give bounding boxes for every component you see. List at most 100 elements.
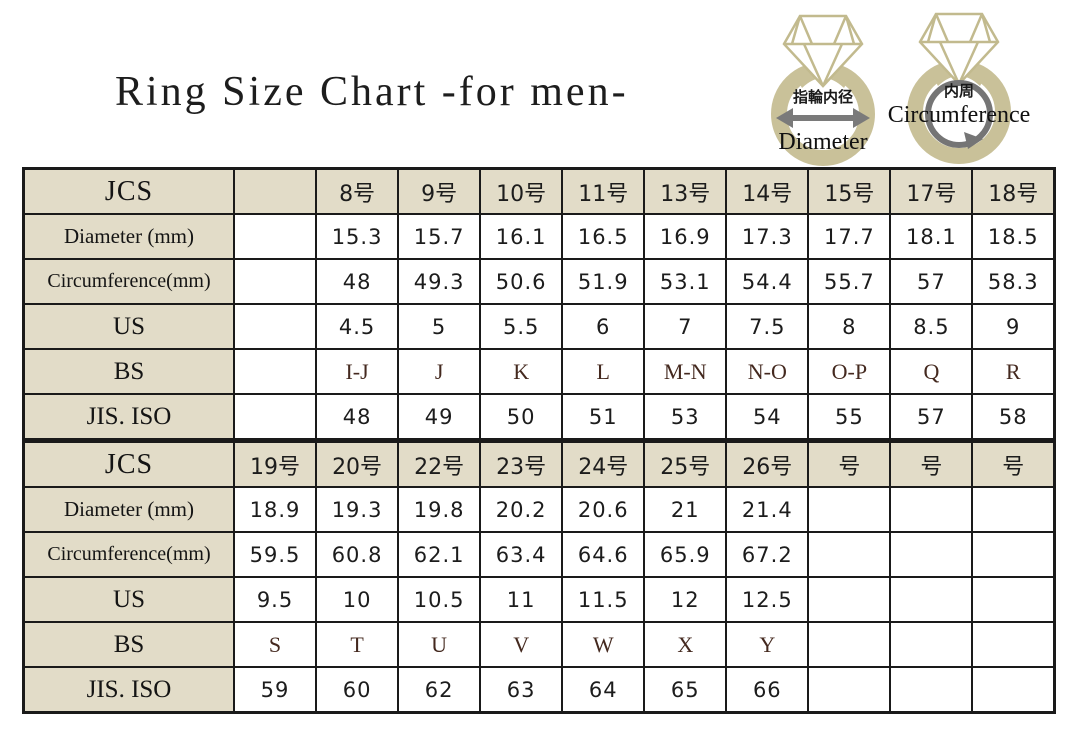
size-header-cell: 20号 xyxy=(315,440,400,488)
row-label: US xyxy=(22,303,235,350)
value-cell: 53.1 xyxy=(643,258,728,305)
row-label: JCS xyxy=(22,167,235,215)
value-cell: L xyxy=(561,348,646,395)
value-cell: 53 xyxy=(643,393,728,441)
row-label: JIS. ISO xyxy=(22,666,235,714)
size-header-cell: 23号 xyxy=(479,440,564,488)
value-cell: 55 xyxy=(807,393,892,441)
value-cell: 62 xyxy=(397,666,482,714)
row-label: US xyxy=(22,576,235,623)
value-cell: 49.3 xyxy=(397,258,482,305)
value-cell xyxy=(807,486,892,533)
value-cell: 57 xyxy=(889,393,974,441)
size-header-cell: 8号 xyxy=(315,167,400,215)
diameter-label-ja: 指輪内径 xyxy=(793,88,853,106)
table-row: JIS. ISO 48 49 50 51 53 54 55 57 58 xyxy=(22,393,1056,441)
value-cell: 19.3 xyxy=(315,486,400,533)
value-cell: 65.9 xyxy=(643,531,728,578)
table-row: Circumference(mm) 48 49.3 50.6 51.9 53.1 54.4 5… xyxy=(22,258,1056,305)
row-label: Diameter (mm) xyxy=(22,213,235,260)
value-cell: 63.4 xyxy=(479,531,564,578)
value-cell: 60 xyxy=(315,666,400,714)
table-row: BS I-J J K L M-N N-O O-P Q R xyxy=(22,348,1056,395)
value-cell: 64 xyxy=(561,666,646,714)
size-header-cell: 10号 xyxy=(479,167,564,215)
value-cell: 6 xyxy=(561,303,646,350)
value-cell: 17.7 xyxy=(807,213,892,260)
value-cell xyxy=(807,576,892,623)
diamond-icon xyxy=(782,14,864,88)
value-cell: Y xyxy=(725,621,810,668)
row-label: JCS xyxy=(22,440,235,488)
value-cell: 20.6 xyxy=(561,486,646,533)
value-cell: V xyxy=(479,621,564,668)
diameter-ring-diagram: 指輪内径 Diameter xyxy=(771,14,875,166)
row-label: JIS. ISO xyxy=(22,393,235,441)
value-cell: Q xyxy=(889,348,974,395)
value-cell: 15.7 xyxy=(397,213,482,260)
value-cell: 49 xyxy=(397,393,482,441)
row-label: Circumference(mm) xyxy=(22,531,235,578)
value-cell xyxy=(971,666,1056,714)
size-header-cell: 15号 xyxy=(807,167,892,215)
value-cell: 10.5 xyxy=(397,576,482,623)
value-cell: 58 xyxy=(971,393,1056,441)
value-cell: 17.3 xyxy=(725,213,810,260)
value-cell: O-P xyxy=(807,348,892,395)
value-cell: 50 xyxy=(479,393,564,441)
value-cell xyxy=(232,258,318,305)
value-cell: 21 xyxy=(643,486,728,533)
value-cell: W xyxy=(561,621,646,668)
value-cell: 66 xyxy=(725,666,810,714)
value-cell: X xyxy=(643,621,728,668)
table-row: US 4.5 5 5.5 6 7 7.5 8 8.5 9 xyxy=(22,303,1056,350)
size-header-cell: 19号 xyxy=(232,440,318,488)
size-header-cell: 13号 xyxy=(643,167,728,215)
value-cell: M-N xyxy=(643,348,728,395)
row-label: Diameter (mm) xyxy=(22,486,235,533)
value-cell xyxy=(971,576,1056,623)
value-cell: U xyxy=(397,621,482,668)
size-header-cell: 号 xyxy=(807,440,892,488)
value-cell: 9.5 xyxy=(232,576,318,623)
value-cell xyxy=(971,531,1056,578)
value-cell: 67.2 xyxy=(725,531,810,578)
value-cell: 48 xyxy=(315,258,400,305)
size-header-cell: 号 xyxy=(889,440,974,488)
size-header-cell: 25号 xyxy=(643,440,728,488)
value-cell: 59 xyxy=(232,666,318,714)
value-cell: 11 xyxy=(479,576,564,623)
value-cell: 10 xyxy=(315,576,400,623)
value-cell xyxy=(232,213,318,260)
value-cell: 50.6 xyxy=(479,258,564,305)
value-cell: 4.5 xyxy=(315,303,400,350)
ring-size-table-large-sizes: JCS 19号 20号 22号 23号 24号 25号 26号号号号 Diameter (mm)… xyxy=(22,440,1056,714)
value-cell: 18.9 xyxy=(232,486,318,533)
value-cell: 5.5 xyxy=(479,303,564,350)
value-cell xyxy=(232,303,318,350)
table-row: US 9.5 10 10.5 11 11.5 12 12.5 xyxy=(22,576,1056,623)
value-cell: R xyxy=(971,348,1056,395)
value-cell xyxy=(807,666,892,714)
size-header-cell: 号 xyxy=(971,440,1056,488)
value-cell: N-O xyxy=(725,348,810,395)
value-cell: K xyxy=(479,348,564,395)
value-cell: 8.5 xyxy=(889,303,974,350)
value-cell xyxy=(889,531,974,578)
row-label: BS xyxy=(22,348,235,395)
table-row: JCS 19号 20号 22号 23号 24号 25号 26号号号号 xyxy=(22,440,1056,488)
value-cell xyxy=(232,348,318,395)
value-cell xyxy=(232,393,318,441)
row-label: Circumference(mm) xyxy=(22,258,235,305)
value-cell: T xyxy=(315,621,400,668)
value-cell: 60.8 xyxy=(315,531,400,578)
value-cell: 16.9 xyxy=(643,213,728,260)
value-cell: 18.1 xyxy=(889,213,974,260)
size-header-cell: 17号 xyxy=(889,167,974,215)
value-cell: 18.5 xyxy=(971,213,1056,260)
diameter-label-en: Diameter xyxy=(778,129,867,155)
value-cell: 57 xyxy=(889,258,974,305)
value-cell: 63 xyxy=(479,666,564,714)
value-cell: 21.4 xyxy=(725,486,810,533)
